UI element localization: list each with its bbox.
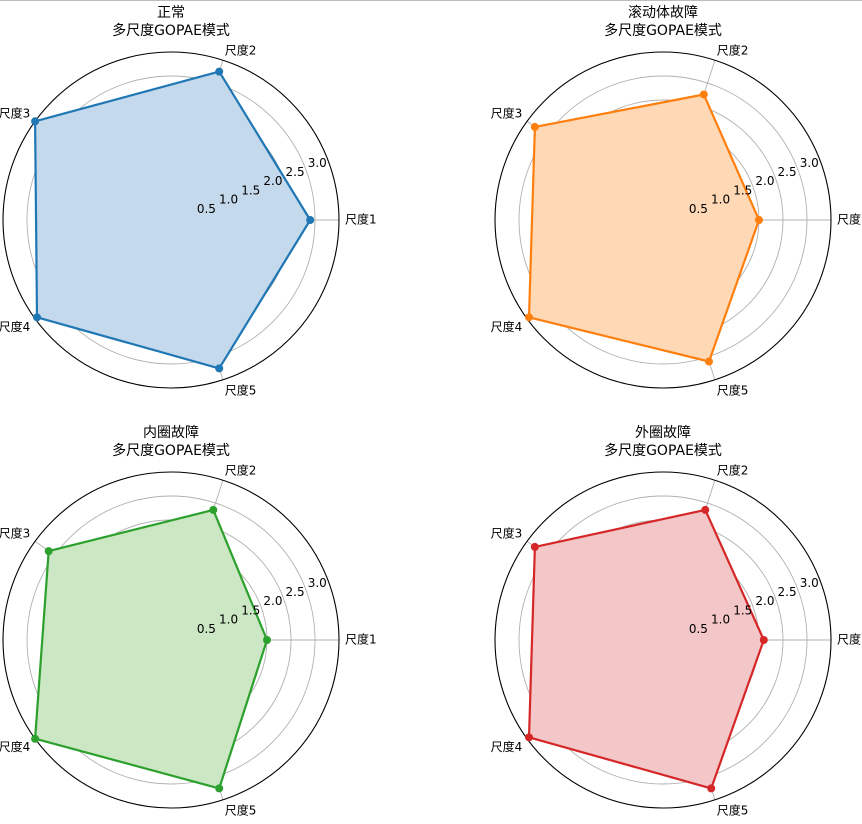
- category-label: 尺度5: [717, 802, 749, 817]
- category-label: 尺度2: [225, 43, 257, 58]
- data-point: [33, 313, 42, 322]
- data-point: [755, 216, 763, 224]
- radial-tick-label: 2.0: [263, 594, 282, 608]
- data-point: [31, 734, 40, 743]
- radial-tick-label: 3.0: [308, 576, 327, 590]
- radial-tick-label: 0.5: [197, 202, 216, 216]
- radial-tick-label: 1.5: [733, 183, 752, 197]
- radial-tick-label: 3.0: [308, 156, 327, 170]
- top-border-line: [0, 0, 862, 1]
- data-point: [530, 542, 539, 551]
- chart-subtitle: 多尺度GOPAE模式: [112, 442, 230, 459]
- radar-subplot-2: 0.51.01.52.0 2.53.0 尺度1 尺度2 尺度3 尺度4 尺度5 滚动体故障多尺…: [491, 4, 862, 397]
- data-point: [525, 313, 534, 322]
- category-label: 尺度5: [225, 802, 257, 817]
- category-label: 尺度3: [491, 106, 523, 121]
- radial-tick-label: 3.0: [800, 156, 819, 170]
- data-point: [31, 117, 40, 126]
- category-label: 尺度4: [0, 739, 30, 754]
- radial-tick-label: 2.5: [286, 165, 305, 179]
- data-point: [525, 733, 534, 742]
- category-label: 尺度4: [0, 319, 30, 334]
- data-point: [306, 216, 315, 224]
- radial-tick-label: 1.0: [219, 193, 238, 207]
- radar-subplot-3: 0.51.01.52.0 2.53.0 尺度1 尺度2 尺度3 尺度4 尺度5 内圈故障多尺度…: [0, 425, 377, 817]
- radial-tick-label: 1.5: [241, 183, 260, 197]
- data-point: [704, 357, 713, 366]
- category-label: 尺度4: [491, 319, 523, 334]
- radial-tick-label: 0.5: [689, 202, 708, 216]
- data-point: [209, 505, 218, 514]
- category-label: 尺度3: [0, 106, 30, 121]
- category-label: 尺度3: [491, 526, 523, 541]
- radial-tick-label: 1.0: [711, 613, 730, 627]
- series-area: [35, 509, 267, 789]
- chart-subtitle: 多尺度GOPAE模式: [604, 22, 722, 39]
- category-label: 尺度1: [837, 212, 862, 227]
- radial-tick-label: 0.5: [689, 622, 708, 636]
- series-area: [35, 71, 311, 369]
- radar-frame: [2, 471, 340, 809]
- category-label: 尺度1: [345, 212, 377, 227]
- radial-tick-label: 1.0: [219, 613, 238, 627]
- radar-frame: [494, 51, 832, 389]
- category-label: 尺度3: [0, 526, 30, 541]
- category-label: 尺度1: [837, 632, 862, 647]
- data-point: [701, 505, 710, 514]
- radial-tick-label: 2.0: [755, 594, 774, 608]
- data-point: [44, 547, 53, 556]
- series-area: [529, 509, 764, 789]
- radial-tick-label: 1.0: [711, 193, 730, 207]
- category-label: 尺度5: [717, 382, 749, 397]
- radial-tick-label: 2.0: [263, 174, 282, 188]
- chart-title: 外圈故障: [635, 425, 691, 441]
- category-label: 尺度2: [717, 43, 749, 58]
- radial-tick-label: 3.0: [800, 576, 819, 590]
- data-point: [759, 636, 768, 644]
- radial-tick-label: 1.5: [241, 603, 260, 617]
- data-point: [263, 636, 271, 644]
- category-label: 尺度4: [491, 739, 523, 754]
- radar-frame: [2, 51, 340, 389]
- data-point: [215, 364, 224, 373]
- category-label: 尺度2: [717, 463, 749, 478]
- series-area: [529, 94, 759, 362]
- data-point: [699, 90, 708, 99]
- chart-subtitle: 多尺度GOPAE模式: [604, 442, 722, 459]
- series-line: [33, 508, 269, 790]
- data-point: [215, 784, 224, 793]
- radial-tick-label: 2.5: [778, 165, 797, 179]
- radial-tick-label: 0.5: [197, 622, 216, 636]
- series-line: [33, 70, 312, 370]
- radial-tick-label: 1.5: [733, 603, 752, 617]
- data-point: [215, 67, 224, 76]
- series-line: [527, 508, 765, 790]
- chart-title: 正常: [157, 5, 185, 21]
- chart-title: 内圈故障: [143, 425, 199, 441]
- chart-title: 滚动体故障: [628, 4, 698, 21]
- data-point: [530, 122, 539, 131]
- radar-subplot-1: 0.51.01.52.0 2.53.0 尺度1 尺度2 尺度3 尺度4 尺度5 正常多尺度GO…: [0, 5, 377, 397]
- category-label: 尺度2: [225, 463, 257, 478]
- data-point: [707, 784, 716, 793]
- series-line: [527, 93, 761, 363]
- radar-subplot-4: 0.51.01.52.0 2.53.0 尺度1 尺度2 尺度3 尺度4 尺度5 外圈故障多尺度…: [491, 425, 862, 817]
- radial-tick-label: 2.5: [286, 585, 305, 599]
- chart-subtitle: 多尺度GOPAE模式: [112, 22, 230, 39]
- category-label: 尺度5: [225, 382, 257, 397]
- radar-frame: [494, 471, 832, 809]
- category-label: 尺度1: [345, 632, 377, 647]
- radial-tick-label: 2.0: [755, 174, 774, 188]
- radial-tick-label: 2.5: [778, 585, 797, 599]
